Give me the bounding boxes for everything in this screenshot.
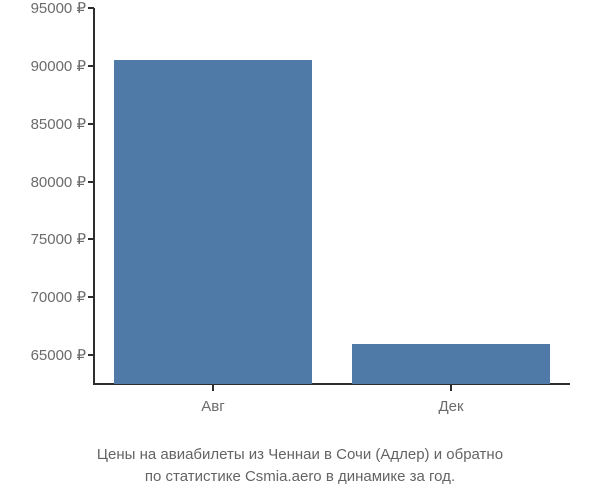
- chart-caption: Цены на авиабилеты из Ченнаи в Сочи (Адл…: [0, 444, 600, 488]
- bar: [114, 60, 312, 384]
- x-tick-label: Авг: [201, 384, 224, 415]
- y-tick-label: 80000 ₽: [31, 173, 94, 191]
- y-tick-label: 65000 ₽: [31, 346, 94, 364]
- caption-line-1: Цены на авиабилеты из Ченнаи в Сочи (Адл…: [0, 444, 600, 466]
- bar: [352, 344, 550, 384]
- y-tick-label: 90000 ₽: [31, 57, 94, 75]
- y-tick-label: 85000 ₽: [31, 115, 94, 133]
- y-tick-label: 95000 ₽: [31, 0, 94, 17]
- y-tick-label: 70000 ₽: [31, 288, 94, 306]
- y-tick-label: 75000 ₽: [31, 230, 94, 248]
- x-tick-label: Дек: [438, 384, 463, 415]
- price-chart: 65000 ₽ 70000 ₽ 75000 ₽ 80000 ₽ 85000 ₽ 90000…: [0, 0, 600, 500]
- plot-area: 65000 ₽70000 ₽75000 ₽80000 ₽85000 ₽90000…: [94, 8, 570, 384]
- y-axis: [93, 8, 95, 384]
- caption-line-2: по статистике Csmia.aero в динамике за г…: [0, 466, 600, 488]
